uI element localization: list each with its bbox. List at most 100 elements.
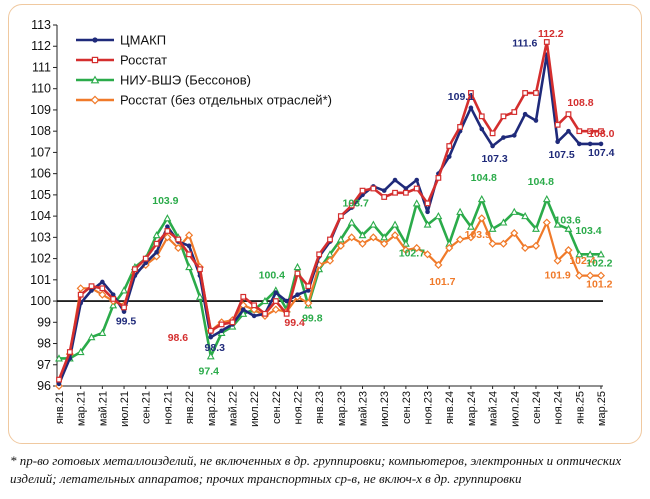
data-point (531, 241, 541, 250)
line-chart: 96 97 98 99 100 101 102 103 104 105 106 107 108 109 11… (30, 18, 614, 427)
legend-marker (90, 75, 100, 84)
y-tick-label: 105 (30, 188, 51, 202)
data-point (392, 177, 398, 183)
data-point (499, 218, 508, 226)
data-point (304, 299, 313, 308)
data-label: 108.8 (567, 97, 593, 109)
data-point (542, 218, 551, 227)
data-point (347, 233, 356, 242)
x-tick-label: ноя.22 (292, 391, 304, 424)
data-point (251, 302, 258, 309)
y-tick-label: 99 (37, 315, 51, 329)
x-tick-label: июл.22 (249, 391, 261, 427)
data-point (468, 105, 474, 111)
chart-frame (8, 4, 642, 444)
data-label: 101.2 (586, 279, 612, 291)
footnote: * пр-во готовых металлоизделий, не включ… (10, 453, 622, 486)
legend-label: НИУ-ВШЭ (Бессонов) (120, 73, 251, 88)
data-point (262, 310, 268, 317)
data-label: 103.6 (554, 215, 580, 227)
data-point (164, 228, 171, 234)
data-point (120, 286, 128, 294)
data-point (456, 207, 465, 215)
y-tick-label: 96 (37, 379, 51, 393)
data-point (478, 113, 485, 120)
data-point (174, 243, 183, 253)
data-label: 102.2 (586, 257, 612, 269)
data-point (501, 135, 506, 140)
data-point (185, 262, 194, 271)
x-tick-label: ноя.21 (162, 391, 174, 424)
data-point (587, 128, 594, 135)
data-point (457, 124, 463, 130)
data-point (208, 334, 214, 340)
data-point (272, 298, 279, 304)
legend-label: ЦМАКП (120, 33, 166, 48)
x-tick-label: янв.25 (574, 391, 586, 424)
data-point (510, 207, 519, 215)
data-point (412, 199, 421, 207)
data-point (207, 327, 214, 334)
y-tick-label: 112 (31, 39, 51, 53)
data-point (445, 243, 454, 253)
data-label: 99.5 (116, 316, 137, 328)
y-tick-label: 107 (30, 145, 51, 159)
legend-marker (91, 56, 99, 64)
data-point (294, 270, 301, 277)
x-tick-label: сен.22 (271, 391, 283, 424)
y-tick-label: 110 (31, 82, 51, 96)
data-point (316, 251, 323, 258)
y-tick-label: 109 (30, 103, 51, 117)
data-point (477, 214, 486, 223)
data-point (401, 246, 410, 255)
y-tick-label: 102 (30, 252, 51, 266)
data-point (402, 189, 409, 196)
y-tick-label: 100 (30, 294, 51, 308)
data-point (553, 256, 562, 265)
x-tick-label: май.24 (488, 391, 500, 426)
data-point (413, 185, 420, 192)
x-tick-label: мар.23 (336, 391, 348, 426)
data-point (240, 293, 247, 300)
data-point (510, 229, 519, 238)
y-tick-label: 98 (37, 337, 51, 351)
data-label: 98.6 (168, 332, 189, 344)
data-point (533, 90, 539, 96)
data-point (522, 111, 528, 117)
data-point (488, 239, 497, 248)
data-point (185, 231, 194, 240)
data-point (110, 292, 116, 297)
data-point (369, 233, 378, 242)
data-point (369, 220, 378, 228)
x-tick-label: янв.23 (314, 391, 326, 424)
data-label: 99.4 (284, 317, 305, 329)
data-point (327, 236, 333, 243)
data-point (76, 284, 85, 293)
x-tick-label: мар.24 (466, 391, 478, 426)
data-point (98, 290, 107, 299)
data-point (598, 141, 604, 147)
data-point (325, 256, 335, 265)
data-point (121, 304, 127, 311)
data-label: 98.3 (205, 342, 226, 354)
data-point (370, 185, 377, 192)
data-point (577, 141, 582, 147)
x-tick-label: сен.24 (531, 391, 543, 424)
data-point (390, 231, 400, 240)
data-point (66, 349, 73, 355)
x-tick-label: май.23 (358, 391, 370, 426)
data-point (553, 220, 562, 228)
x-tick-label: май.21 (97, 391, 109, 426)
data-point (175, 236, 182, 243)
x-tick-label: ноя.23 (423, 391, 435, 424)
data-point (347, 218, 356, 226)
x-tick-label: июл.23 (379, 391, 391, 427)
data-label: 102.4 (569, 255, 595, 267)
data-point (435, 174, 442, 181)
data-point (403, 186, 409, 191)
data-point (76, 347, 85, 356)
data-point (358, 239, 367, 248)
data-point (100, 279, 105, 285)
data-point (284, 298, 289, 304)
data-point (251, 313, 257, 319)
